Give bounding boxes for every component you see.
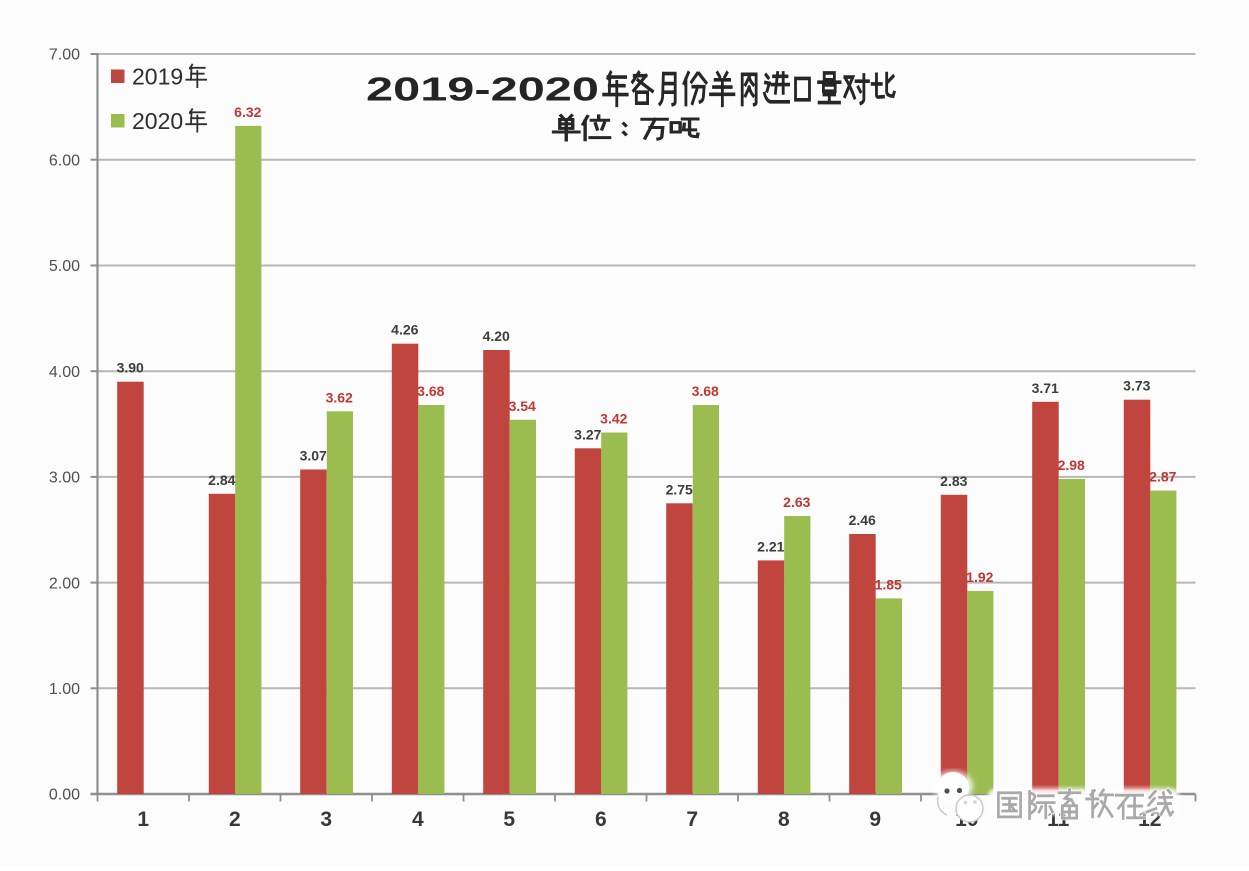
svg-text:2.21: 2.21 (757, 538, 784, 554)
svg-text:3.00: 3.00 (49, 470, 80, 487)
svg-text:3.54: 3.54 (509, 398, 536, 414)
svg-text:6.32: 6.32 (234, 104, 261, 120)
svg-text:4.20: 4.20 (483, 328, 510, 344)
svg-text:9: 9 (869, 808, 881, 831)
svg-text:4.00: 4.00 (49, 364, 80, 381)
svg-text:4.26: 4.26 (391, 322, 418, 338)
svg-text:3.73: 3.73 (1123, 378, 1150, 394)
svg-text:3.62: 3.62 (326, 389, 353, 405)
svg-text:7.00: 7.00 (49, 47, 80, 64)
svg-text:4: 4 (412, 808, 424, 831)
svg-text:2019-2020: 2019-2020 (366, 71, 599, 108)
svg-text:1.92: 1.92 (966, 569, 993, 585)
svg-text:6.00: 6.00 (49, 152, 80, 169)
svg-text:3.71: 3.71 (1032, 380, 1059, 396)
svg-text:3.27: 3.27 (574, 426, 601, 442)
svg-text:3.07: 3.07 (300, 448, 327, 464)
svg-text:2.87: 2.87 (1149, 469, 1176, 485)
svg-text:2.83: 2.83 (940, 473, 967, 489)
svg-text:1.85: 1.85 (875, 576, 902, 592)
svg-text:2.98: 2.98 (1058, 457, 1085, 473)
svg-text:1: 1 (137, 808, 149, 831)
svg-text:0.00: 0.00 (49, 787, 80, 804)
svg-text:2.75: 2.75 (666, 481, 693, 497)
svg-text:3.90: 3.90 (117, 360, 144, 376)
svg-text:2.84: 2.84 (208, 472, 235, 488)
svg-text:5: 5 (503, 808, 515, 831)
svg-text:3.68: 3.68 (417, 383, 444, 399)
svg-text:2019: 2019 (132, 64, 183, 90)
svg-text:2.46: 2.46 (849, 512, 876, 528)
svg-text:3.42: 3.42 (600, 411, 627, 427)
svg-text:6: 6 (595, 808, 607, 831)
svg-text:2.00: 2.00 (49, 575, 80, 592)
svg-text:2020: 2020 (132, 108, 183, 134)
svg-text:2.63: 2.63 (783, 494, 810, 510)
svg-text:7: 7 (686, 808, 698, 831)
svg-text:3.68: 3.68 (692, 383, 719, 399)
svg-text:1.00: 1.00 (49, 681, 80, 698)
svg-text:3: 3 (320, 808, 332, 831)
svg-text:2: 2 (229, 808, 241, 831)
svg-text:8: 8 (778, 808, 790, 831)
svg-text:5.00: 5.00 (49, 258, 80, 275)
